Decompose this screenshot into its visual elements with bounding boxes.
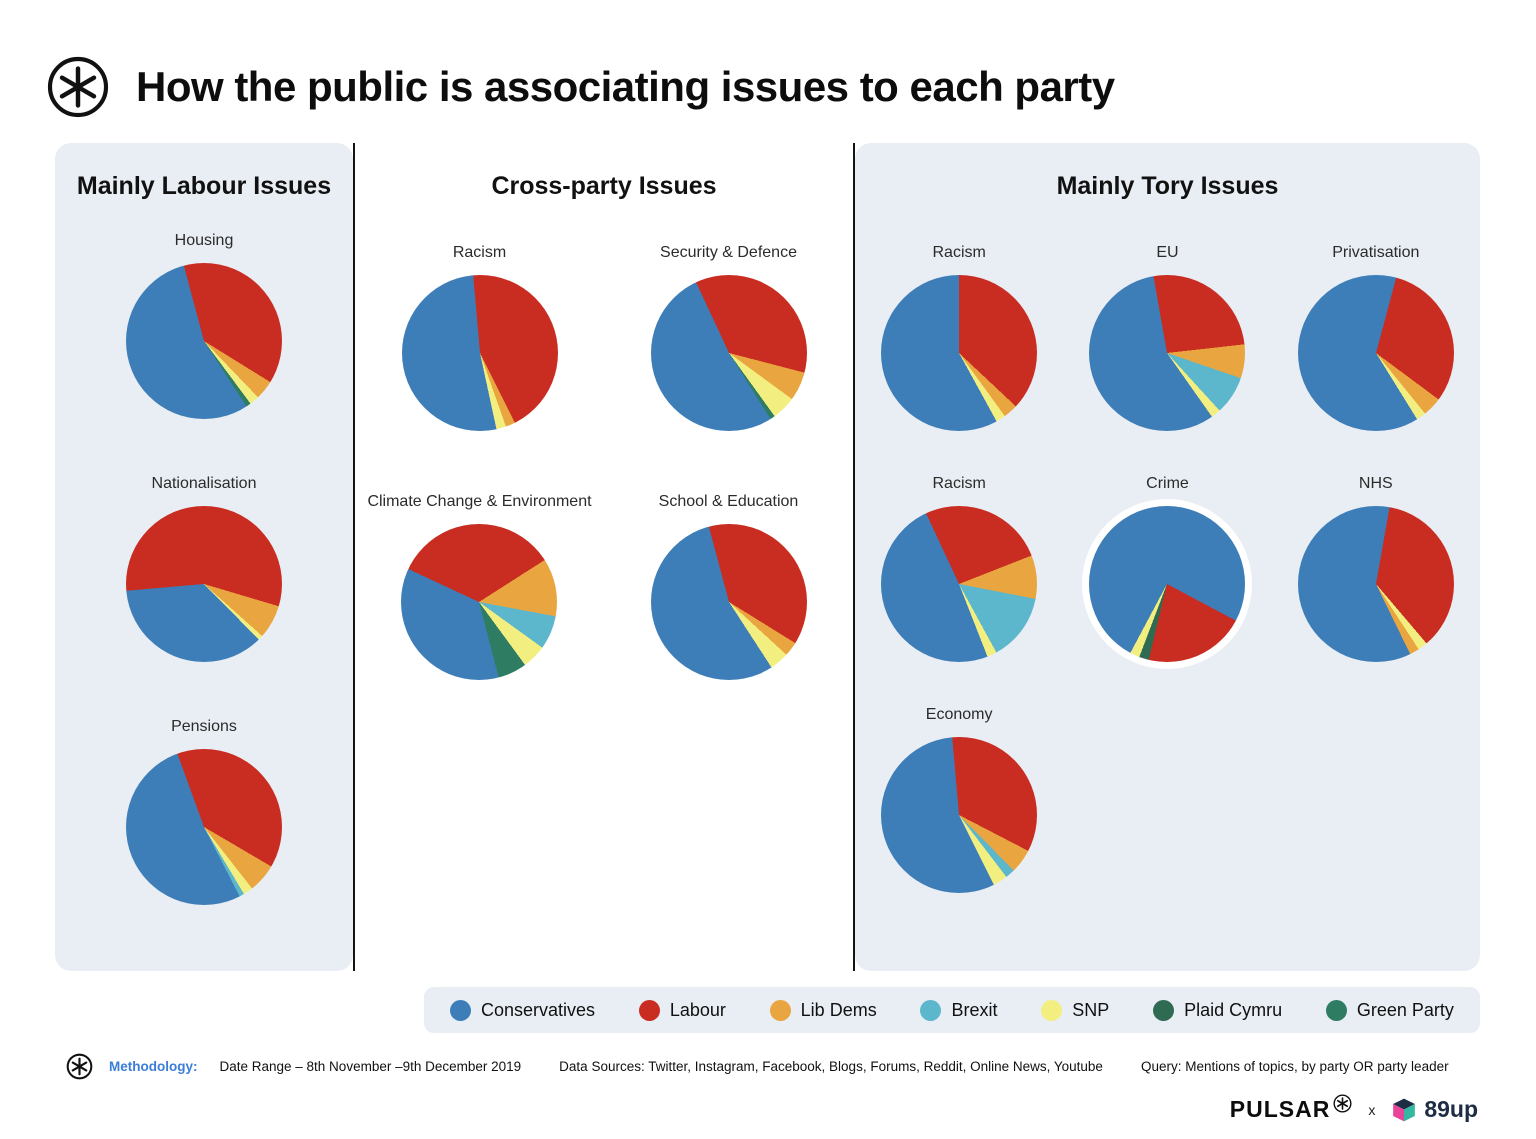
legend-item-conservatives: Conservatives — [450, 999, 596, 1021]
brand-row: PULSAR x 89up — [1229, 1094, 1478, 1123]
legend-bar: Conservatives Labour Lib Dems Brexit SNP… — [424, 987, 1480, 1033]
pie-racism-tory-1: Racism — [881, 244, 1038, 432]
pie-chart-housing — [126, 263, 282, 420]
pie-chart-privatisation — [1297, 275, 1454, 432]
pie-chart-pensions — [126, 749, 282, 906]
pie-school-education: School & Education — [650, 493, 807, 681]
pie-chart-racism-tory-1 — [881, 275, 1038, 432]
89up-wordmark: 89up — [1391, 1096, 1478, 1123]
pie-chart-school-education — [650, 524, 807, 681]
legend-item-snp: SNP — [1041, 999, 1110, 1021]
pie-title: Racism — [932, 475, 986, 493]
section-heading-cross: Cross-party Issues — [491, 172, 717, 200]
methodology-label: Methodology: — [109, 1059, 198, 1074]
pie-chart-crime — [1089, 506, 1246, 663]
pie-economy: Economy — [881, 706, 1038, 894]
title-bar: How the public is associating issues to … — [0, 0, 1536, 140]
pie-title: School & Education — [658, 493, 799, 511]
page-title: How the public is associating issues to … — [136, 63, 1115, 110]
pie-nhs: NHS — [1297, 475, 1454, 663]
query-text: Query: Mentions of topics, by party OR p… — [1140, 1059, 1449, 1074]
conservatives-dot-icon — [450, 999, 471, 1021]
pie-housing: Housing — [126, 232, 282, 420]
pie-chart-security-defence — [650, 275, 807, 432]
legend-item-brexit: Brexit — [920, 999, 998, 1021]
tory-pie-grid: Racism EU Privatisation Racism Crime — [855, 244, 1480, 894]
pie-privatisation: Privatisation — [1297, 244, 1454, 432]
legend-item-plaid-cymru: Plaid Cymru — [1153, 999, 1283, 1021]
legend-label: Plaid Cymru — [1184, 999, 1283, 1020]
pie-climate-environment: Climate Change & Environment — [367, 493, 592, 681]
pie-chart-eu — [1089, 275, 1246, 432]
snp-dot-icon — [1041, 999, 1063, 1021]
cross-pie-grid: Racism Security & Defence Climate Change… — [355, 244, 853, 681]
pie-pensions: Pensions — [126, 718, 282, 906]
legend-label: SNP — [1072, 999, 1110, 1020]
pie-title: Crime — [1146, 475, 1189, 493]
brand-separator: x — [1368, 1101, 1376, 1118]
pie-nationalisation: Nationalisation — [126, 475, 282, 663]
plaid-cymru-dot-icon — [1153, 999, 1175, 1021]
pie-chart-racism-cross — [401, 275, 558, 432]
legend-label: Conservatives — [481, 999, 596, 1020]
pie-chart-nationalisation — [126, 506, 282, 663]
green-party-dot-icon — [1325, 999, 1347, 1021]
89up-text: 89up — [1424, 1096, 1478, 1122]
pie-chart-climate-environment — [401, 524, 558, 681]
pie-title: Racism — [932, 244, 986, 262]
legend-label: Labour — [669, 999, 726, 1020]
section-mainly-labour: Mainly Labour Issues Housing Nationalisa… — [55, 143, 353, 971]
legend-label: Lib Dems — [800, 999, 877, 1020]
date-range-text: Date Range – 8th November –9th December … — [219, 1059, 522, 1074]
divider-left — [353, 143, 355, 971]
section-mainly-tory: Mainly Tory Issues Racism EU Privatisati… — [855, 143, 1480, 971]
divider-right — [853, 143, 855, 971]
pulsar-asterisk-icon — [1333, 1094, 1352, 1113]
section-heading-tory: Mainly Tory Issues — [1056, 172, 1279, 200]
pie-title: Racism — [452, 244, 507, 262]
pie-chart-racism-tory-2 — [881, 506, 1038, 663]
section-cross-party: Cross-party Issues Racism Security & Def… — [355, 143, 853, 971]
chart-board: Mainly Labour Issues Housing Nationalisa… — [55, 143, 1480, 971]
pulsar-wordmark: PULSAR — [1229, 1094, 1353, 1123]
pie-racism-tory-2: Racism — [881, 475, 1038, 663]
labour-dot-icon — [638, 999, 660, 1021]
brexit-dot-icon — [920, 999, 942, 1021]
pie-title: Housing — [174, 232, 234, 250]
pie-title: NHS — [1358, 475, 1393, 493]
pie-racism-cross: Racism — [401, 244, 558, 432]
pulsar-asterisk-icon — [66, 1053, 93, 1080]
lib-dems-dot-icon — [769, 999, 791, 1021]
pulsar-asterisk-icon — [47, 56, 109, 118]
pie-title: Climate Change & Environment — [367, 493, 592, 511]
pie-title: Security & Defence — [660, 244, 797, 262]
legend-wrap: Conservatives Labour Lib Dems Brexit SNP… — [0, 971, 1536, 1033]
pie-title: Nationalisation — [151, 475, 257, 493]
pie-chart-nhs — [1297, 506, 1454, 663]
legend-item-green-party: Green Party — [1325, 999, 1454, 1021]
pulsar-text: PULSAR — [1229, 1096, 1331, 1122]
pie-title: Economy — [925, 706, 993, 724]
legend-item-lib-dems: Lib Dems — [769, 999, 877, 1021]
methodology-row: Methodology: Date Range – 8th November –… — [66, 1053, 1486, 1080]
pie-title: Privatisation — [1332, 244, 1420, 262]
pie-eu: EU — [1089, 244, 1246, 432]
legend-item-labour: Labour — [638, 999, 726, 1021]
pie-crime: Crime — [1089, 475, 1246, 663]
data-sources-text: Data Sources: Twitter, Instagram, Facebo… — [559, 1059, 1103, 1074]
pie-title: EU — [1156, 244, 1179, 262]
pie-title: Pensions — [171, 718, 237, 736]
pie-security-defence: Security & Defence — [650, 244, 807, 432]
labour-pie-stack: Housing Nationalisation Pensions — [55, 232, 353, 906]
legend-label: Brexit — [951, 999, 998, 1020]
pie-chart-economy — [881, 737, 1038, 894]
section-heading-labour: Mainly Labour Issues — [76, 172, 332, 200]
89up-cube-icon — [1393, 1098, 1416, 1121]
legend-label: Green Party — [1356, 999, 1454, 1020]
